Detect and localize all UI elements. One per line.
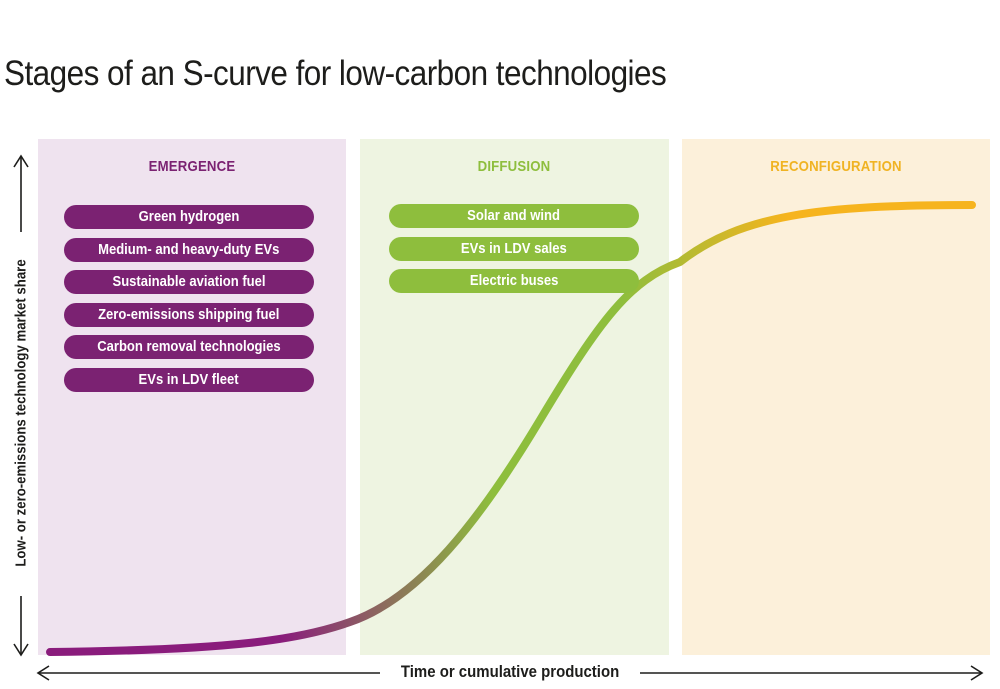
pill-label: Medium- and heavy-duty EVs <box>98 241 280 258</box>
stage-label-reconfiguration: RECONFIGURATION <box>770 158 902 175</box>
x-axis-label: Time or cumulative production <box>384 662 636 682</box>
pill-label: Sustainable aviation fuel <box>112 274 266 290</box>
stage-label-emergence: EMERGENCE <box>148 158 236 175</box>
pill-label: EVs in LDV sales <box>461 240 567 257</box>
emergence-tech-pill: Sustainable aviation fuel <box>64 270 314 294</box>
diffusion-tech-pill: Solar and wind <box>389 204 639 228</box>
pill-label: Solar and wind <box>467 208 561 224</box>
emergence-tech-pill: EVs in LDV fleet <box>64 367 314 392</box>
x-axis-arrow <box>36 665 984 681</box>
x-axis-label-text: Time or cumulative production <box>400 662 620 681</box>
pill-label: Green hydrogen <box>138 209 240 225</box>
stage-label-diffusion: DIFFUSION <box>477 158 551 175</box>
emergence-tech-pill: Medium- and heavy-duty EVs <box>64 237 314 262</box>
y-axis-label: Low- or zero-emissions technology market… <box>12 259 30 567</box>
stage-panel-reconfiguration <box>682 139 990 655</box>
emergence-tech-pill: Zero-emissions shipping fuel <box>64 302 314 327</box>
emergence-tech-pill: Green hydrogen <box>64 205 314 229</box>
pill-label: Carbon removal technologies <box>97 339 281 355</box>
diffusion-tech-pill: Electric buses <box>389 269 639 293</box>
emergence-tech-pill: Carbon removal technologies <box>64 335 314 359</box>
pill-label: Electric buses <box>469 273 559 289</box>
page-title: Stages of an S-curve for low-carbon tech… <box>4 54 667 93</box>
diffusion-tech-pill: EVs in LDV sales <box>389 236 639 261</box>
s-curve-line <box>46 201 976 656</box>
y-axis-arrow <box>13 154 29 657</box>
pill-label: EVs in LDV fleet <box>138 371 240 388</box>
pill-label: Zero-emissions shipping fuel <box>98 306 280 323</box>
